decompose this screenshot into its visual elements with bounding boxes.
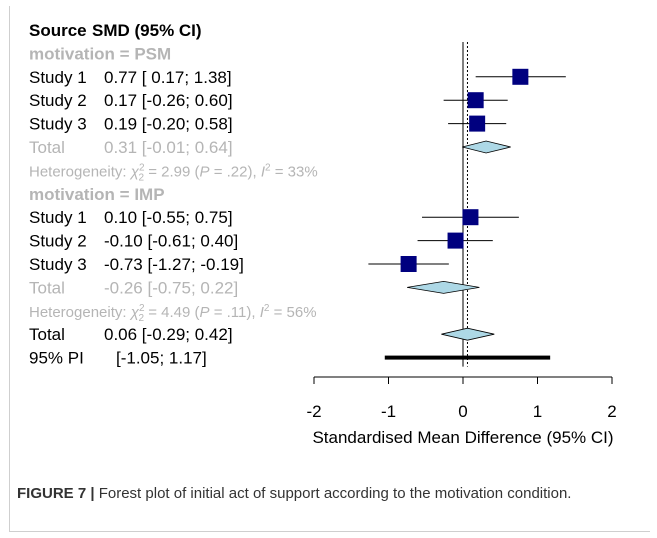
- study-estimate: 0.10 [-0.55; 0.75]: [104, 208, 233, 227]
- x-tick-label: 1: [533, 402, 542, 421]
- subtotal-label: Total: [29, 138, 65, 157]
- forest-plot: Source SMD (95% CI) motivation = PSM Study …: [29, 21, 617, 447]
- study-estimate: 0.77 [ 0.17; 1.38]: [104, 68, 232, 87]
- study-square-marker: [467, 92, 484, 109]
- study-estimate: 0.17 [-0.26; 0.60]: [104, 91, 233, 110]
- header-source: Source: [29, 21, 87, 40]
- x-tick-label: -1: [381, 402, 396, 421]
- overall-total-estimate: 0.06 [-0.29; 0.42]: [104, 325, 233, 344]
- figure-caption: FIGURE 7 | Forest plot of initial act of…: [17, 483, 637, 505]
- subtotal-diamond: [407, 280, 480, 294]
- study-square-marker: [512, 68, 529, 85]
- heterogeneity-stats: Heterogeneity: χ2 2 = 2.99 (P = .22), I2 …: [29, 162, 318, 183]
- subgroup-heading: motivation = IMP: [29, 185, 165, 204]
- subtotal-label: Total: [29, 278, 65, 297]
- prediction-interval-value: [-1.05; 1.17]: [116, 349, 207, 368]
- study-label: Study 3: [29, 255, 87, 274]
- prediction-interval-label: 95% PI: [29, 349, 84, 368]
- x-axis-title: Standardised Mean Difference (95% CI): [312, 428, 613, 447]
- study-label: Study 3: [29, 115, 87, 134]
- x-tick-label: 0: [458, 402, 467, 421]
- study-square-marker: [462, 209, 479, 226]
- subtotal-estimate: -0.26 [-0.75; 0.22]: [104, 278, 238, 297]
- study-square-marker: [469, 115, 486, 132]
- study-square-marker: [400, 256, 417, 272]
- subtotal-diamond: [462, 140, 511, 154]
- figure-frame: [9, 6, 650, 532]
- study-label: Study 1: [29, 68, 87, 87]
- overall-total-label: Total: [29, 325, 65, 344]
- x-tick-label: -2: [306, 402, 321, 421]
- figure-label: FIGURE 7 |: [17, 485, 95, 502]
- subgroup-heading: motivation = PSM: [29, 44, 171, 63]
- study-label: Study 2: [29, 91, 87, 110]
- study-estimate: 0.19 [-0.20; 0.58]: [104, 115, 233, 134]
- study-label: Study 1: [29, 208, 87, 227]
- study-square-marker: [447, 232, 464, 249]
- x-tick-label: 2: [607, 402, 616, 421]
- study-estimate: -0.10 [-0.61; 0.40]: [104, 232, 238, 251]
- overall-diamond: [441, 327, 495, 341]
- study-estimate: -0.73 [-1.27; -0.19]: [104, 255, 244, 274]
- caption-text: Forest plot of initial act of support ac…: [94, 485, 572, 502]
- subtotal-estimate: 0.31 [-0.01; 0.64]: [104, 138, 233, 157]
- prediction-interval-bar: [384, 355, 551, 360]
- header-effect: SMD (95% CI): [92, 21, 202, 40]
- study-label: Study 2: [29, 232, 87, 251]
- heterogeneity-stats: Heterogeneity: χ2 2 = 4.49 (P = .11), I2 …: [29, 303, 317, 324]
